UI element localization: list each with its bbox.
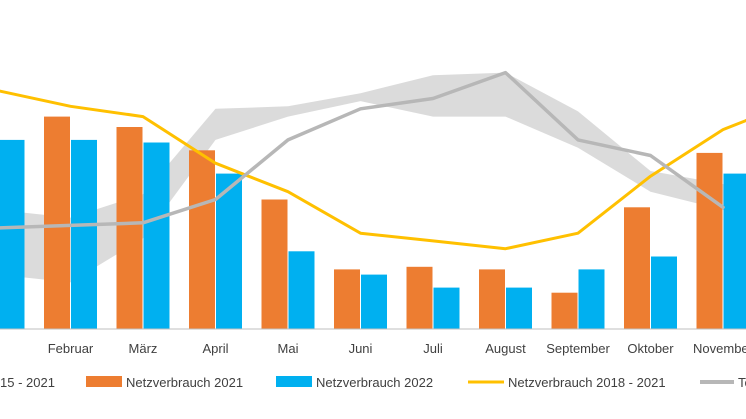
bar-netzverbrauch-2021-oktober [624, 207, 650, 329]
legend: 15 - 2021 Netzverbrauch 2021 Netzverbrau… [0, 375, 746, 390]
bar-netzverbrauch-2022-mai [288, 251, 315, 329]
bar-netzverbrauch-2022-august [506, 287, 532, 329]
tick-labels: Februar März April Mai Juni Juli August Septemb… [48, 341, 746, 356]
bar-netzverbrauch-2022-märz [143, 142, 170, 329]
tick-label-november: November [693, 341, 746, 356]
legend-item-band: 15 - 2021 [0, 375, 55, 390]
bar-netzverbrauch-2021-juni [334, 269, 360, 329]
tick-label-august: August [485, 341, 526, 356]
legend-marker-2022 [276, 376, 312, 387]
legend-label-2021: Netzverbrauch 2021 [126, 375, 243, 390]
legend-marker-2021 [86, 376, 122, 387]
bar-netzverbrauch-2021-april [189, 150, 215, 329]
bar-netzverbrauch-2021-august [479, 269, 505, 329]
lines-layer [0, 70, 746, 251]
bar-netzverbrauch-2022-november [723, 173, 746, 329]
bar-netzverbrauch-2022-juli [433, 287, 460, 329]
legend-item-2022: Netzverbrauch 2022 [276, 375, 433, 390]
legend-label-gray: Te [738, 375, 746, 390]
legend-label-2018-2021: Netzverbrauch 2018 - 2021 [508, 375, 666, 390]
bar-netzverbrauch-2022-september [578, 269, 605, 329]
bar-netzverbrauch-2021-november [696, 152, 723, 329]
bar-netzverbrauch-2021-mai [261, 199, 288, 329]
tick-label-mai: Mai [278, 341, 299, 356]
bar-netzverbrauch-2022-februar [71, 139, 97, 329]
bar-netzverbrauch-2022-april [216, 173, 242, 329]
line-netzverbrauch-2018-2021 [0, 89, 746, 251]
bar-netzverbrauch-2021-juli [406, 266, 433, 329]
bar-netzverbrauch-2022-oktober [651, 256, 677, 329]
tick-label-april: April [202, 341, 228, 356]
line-gray-series [0, 70, 725, 230]
bar-netzverbrauch-2021-märz [116, 127, 143, 329]
tick-label-juli: Juli [423, 341, 443, 356]
legend-label-2022: Netzverbrauch 2022 [316, 375, 433, 390]
tick-label-februar: Februar [48, 341, 94, 356]
tick-label-oktober: Oktober [627, 341, 674, 356]
bars-layer [0, 116, 746, 329]
bar-netzverbrauch-2022-juni [361, 274, 387, 329]
legend-item-2021: Netzverbrauch 2021 [86, 375, 243, 390]
legend-item-2018-2021: Netzverbrauch 2018 - 2021 [468, 375, 666, 390]
bar-netzverbrauch-2021-februar [44, 116, 70, 329]
tick-label-märz: März [129, 341, 158, 356]
bar-netzverbrauch-2022-januar [0, 139, 25, 329]
tick-label-juni: Juni [349, 341, 373, 356]
legend-item-gray: Te [700, 375, 746, 390]
tick-label-september: September [546, 341, 610, 356]
bar-netzverbrauch-2021-september [551, 292, 578, 329]
legend-label-band: 15 - 2021 [0, 375, 55, 390]
